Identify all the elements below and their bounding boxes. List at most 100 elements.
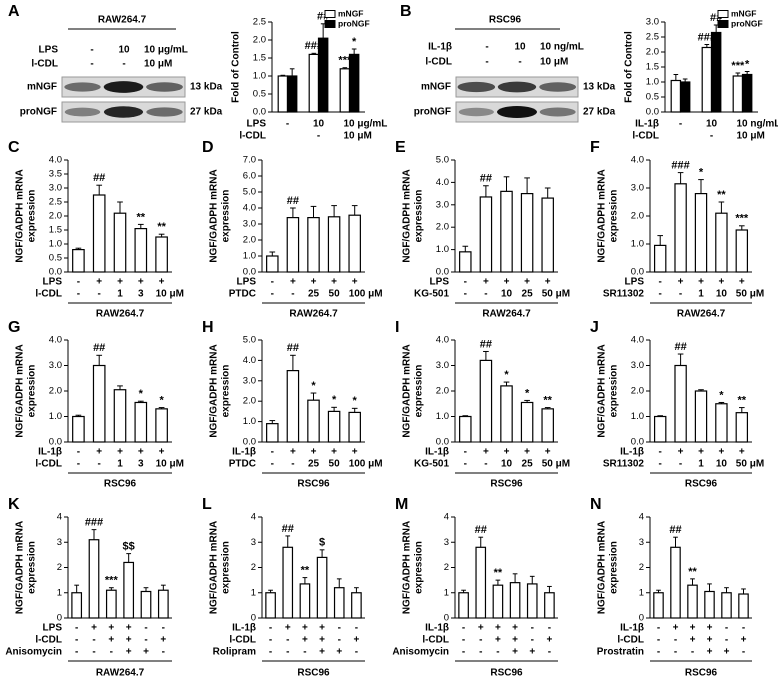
y-tick-label: 1 bbox=[639, 587, 644, 598]
bar bbox=[741, 73, 753, 113]
treatment-cell: - bbox=[657, 623, 660, 634]
treatment-cell: 100 μM bbox=[349, 289, 383, 300]
y-axis-label: expression bbox=[221, 365, 232, 418]
bar bbox=[694, 193, 708, 273]
bar bbox=[155, 408, 168, 443]
y-tick-label: 0 bbox=[639, 613, 644, 624]
treatment-cell: - bbox=[674, 647, 677, 658]
significance: * bbox=[139, 388, 144, 400]
significance: ## bbox=[480, 173, 492, 185]
bar bbox=[105, 589, 117, 619]
treatment-cell: - bbox=[271, 447, 274, 458]
bar bbox=[541, 197, 554, 273]
treatment-label: KG-501 bbox=[414, 459, 449, 470]
treatment-cell: 1 bbox=[117, 459, 123, 470]
blot-band bbox=[103, 106, 144, 118]
y-tick-label: 0.5 bbox=[646, 92, 659, 103]
bar bbox=[157, 589, 169, 619]
treatment-cell: + bbox=[331, 447, 337, 458]
treatment-cell: + bbox=[352, 277, 358, 288]
significance: ## bbox=[287, 195, 299, 207]
blot-band bbox=[457, 81, 496, 93]
y-tick-label: 0.0 bbox=[253, 107, 266, 118]
panel-letter: M bbox=[395, 496, 408, 513]
treatment-label: IL-1β bbox=[425, 447, 449, 458]
band-label: mNGF bbox=[421, 82, 451, 93]
treatment-cell: + bbox=[690, 635, 696, 646]
band-label: proNGF bbox=[20, 107, 57, 118]
treatment-cell: - bbox=[659, 277, 662, 288]
blot-band bbox=[103, 81, 144, 93]
y-tick-label: 2.0 bbox=[631, 211, 644, 222]
y-tick-label: 4 bbox=[444, 512, 449, 523]
treatment-cell: - bbox=[725, 623, 728, 634]
y-tick-label: 1.0 bbox=[49, 239, 62, 250]
y-axis-label: NGF/GADPH mRNA bbox=[597, 521, 608, 614]
treatment-cell: - bbox=[484, 289, 487, 300]
group-label: RAW264.7 bbox=[96, 309, 145, 320]
y-tick-label: 1.5 bbox=[49, 225, 62, 236]
treatment-cell: + bbox=[336, 647, 342, 658]
significance: ** bbox=[301, 565, 310, 577]
y-tick-label: 3.0 bbox=[49, 360, 62, 371]
y-tick-label: 1.0 bbox=[436, 244, 449, 255]
treatment-cell: - bbox=[271, 289, 274, 300]
legend-label: mNGF bbox=[731, 8, 757, 18]
legend-label: mNGF bbox=[338, 8, 364, 18]
treatment-cell: + bbox=[285, 623, 291, 634]
treatment-cell: - bbox=[75, 635, 78, 646]
y-tick-label: 3.0 bbox=[646, 17, 659, 28]
y-tick-label: 2.5 bbox=[646, 32, 659, 43]
group-label: RSC96 bbox=[490, 668, 523, 679]
y-tick-label: 3 bbox=[444, 537, 449, 548]
panel-letter: K bbox=[8, 496, 20, 513]
y-tick-label: 1 bbox=[57, 587, 62, 598]
bar bbox=[299, 583, 311, 619]
y-tick-label: 1.0 bbox=[243, 416, 256, 427]
treatment-cell: + bbox=[108, 635, 114, 646]
y-tick-label: 1.0 bbox=[631, 239, 644, 250]
treatment-cell: - bbox=[122, 59, 125, 70]
blot-band bbox=[64, 82, 101, 92]
y-tick-label: 5.0 bbox=[243, 187, 256, 198]
treatment-cell: 25 bbox=[308, 459, 320, 470]
bar bbox=[735, 229, 749, 273]
y-tick-label: 3.0 bbox=[436, 360, 449, 371]
bar bbox=[670, 79, 682, 113]
bar bbox=[544, 592, 555, 619]
treatment-label: IL-1β bbox=[635, 119, 659, 130]
y-tick-label: 1.0 bbox=[436, 411, 449, 422]
treatment-cell: 25 bbox=[522, 459, 534, 470]
treatment-label: IL-1β bbox=[620, 623, 644, 634]
y-tick-label: 3.0 bbox=[631, 183, 644, 194]
treatment-cell: + bbox=[524, 447, 530, 458]
treatment-cell: + bbox=[545, 447, 551, 458]
blot-band bbox=[539, 82, 577, 92]
significance: $ bbox=[319, 537, 325, 549]
bar bbox=[351, 592, 362, 619]
treatment-cell: - bbox=[338, 623, 341, 634]
treatment-cell: + bbox=[331, 277, 337, 288]
treatment-cell: - bbox=[269, 647, 272, 658]
y-tick-label: 0 bbox=[251, 613, 256, 624]
treatment-cell: 10 μg/mL bbox=[144, 45, 188, 56]
y-tick-label: 3.0 bbox=[631, 360, 644, 371]
bar bbox=[653, 415, 667, 443]
treatment-label: SR11302 bbox=[603, 289, 645, 300]
y-axis-label: expression bbox=[221, 190, 232, 243]
treatment-cell: + bbox=[143, 647, 149, 658]
panel-letter: D bbox=[202, 139, 214, 156]
y-tick-label: 4 bbox=[57, 512, 62, 523]
panel-letter: B bbox=[400, 3, 412, 20]
y-tick-label: 1 bbox=[251, 587, 256, 598]
group-label: RSC96 bbox=[104, 479, 137, 490]
y-tick-label: 3.0 bbox=[243, 375, 256, 386]
significance: ## bbox=[93, 172, 105, 184]
y-tick-label: 0.0 bbox=[436, 267, 449, 278]
treatment-label: Rolipram bbox=[213, 647, 256, 658]
bar bbox=[72, 249, 85, 273]
treatment-cell: + bbox=[159, 447, 165, 458]
y-tick-label: 0.0 bbox=[243, 267, 256, 278]
significance: ## bbox=[287, 342, 299, 354]
y-axis-label: Fold of Control bbox=[231, 31, 242, 103]
